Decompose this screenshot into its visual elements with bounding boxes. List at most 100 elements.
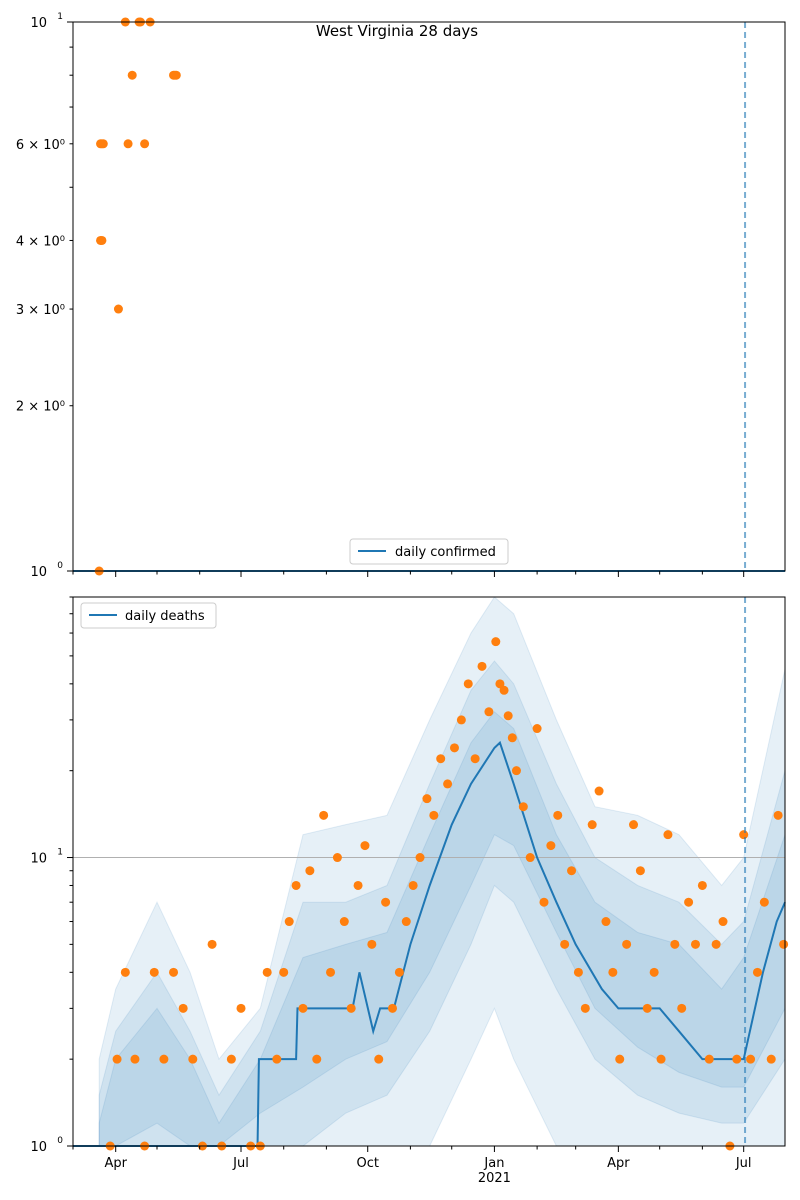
deaths-point	[746, 1054, 756, 1064]
deaths-point	[553, 810, 563, 820]
deaths-point	[656, 1054, 666, 1064]
deaths-point	[642, 1003, 652, 1013]
deaths-point	[339, 917, 349, 927]
top-y-tick-label: 10	[30, 16, 47, 31]
bottom-axes-frame	[72, 596, 786, 1147]
chart-title: West Virginia 28 days	[316, 22, 478, 40]
deaths-point	[272, 1054, 282, 1064]
deaths-point	[697, 880, 707, 890]
deaths-point	[112, 1054, 122, 1064]
deaths-point	[305, 866, 315, 876]
deaths-point	[495, 679, 505, 689]
deaths-point	[684, 897, 694, 907]
bottom-legend-box	[80, 602, 217, 629]
deaths-point	[360, 841, 370, 851]
bottom-y-tick-exponent: 1	[57, 848, 63, 858]
deaths-point	[120, 967, 130, 977]
bottom-legend: daily deaths	[80, 602, 217, 629]
deaths-point	[491, 637, 501, 647]
deaths-point	[381, 897, 391, 907]
bottom-plot-area	[73, 596, 789, 1151]
deaths-point	[279, 967, 289, 977]
confirmed-point	[127, 70, 137, 80]
deaths-point	[629, 820, 639, 830]
deaths-point	[718, 917, 728, 927]
deaths-point	[507, 733, 517, 743]
deaths-point	[449, 743, 459, 753]
deaths-point	[326, 967, 336, 977]
deaths-point	[353, 880, 363, 890]
deaths-point	[511, 766, 521, 776]
confirmed-point	[97, 235, 107, 245]
deaths-point	[752, 967, 762, 977]
deaths-point	[704, 1054, 714, 1064]
deaths-point	[739, 830, 749, 840]
deaths-point	[484, 707, 494, 717]
confirmed-point	[171, 70, 181, 80]
top-x-axis	[72, 571, 745, 577]
deaths-point	[312, 1054, 322, 1064]
deaths-point	[188, 1054, 198, 1064]
top-y-tick-exponent: 0	[57, 561, 63, 571]
deaths-point	[374, 1054, 384, 1064]
deaths-point	[388, 1003, 398, 1013]
deaths-point	[415, 853, 425, 863]
deaths-point	[663, 830, 673, 840]
deaths-point	[732, 1054, 742, 1064]
deaths-point	[649, 967, 659, 977]
deaths-point	[677, 1003, 687, 1013]
deaths-point	[503, 711, 513, 721]
deaths-point	[567, 866, 577, 876]
bottom-x-tick-label: Jan	[483, 1156, 504, 1171]
bottom-x-tick-label: Oct	[356, 1156, 378, 1171]
bottom-x-tick-label: Apr	[104, 1156, 127, 1171]
deaths-point	[518, 802, 528, 812]
top-y-axis: 10 0 10 1 2 × 10⁰ 3 × 10⁰ 4 × 10⁰ 6 × 10⁰	[16, 12, 73, 580]
deaths-point	[159, 1054, 169, 1064]
deaths-point	[436, 754, 446, 764]
bottom-x-tick-label: Jul	[735, 1156, 752, 1171]
deaths-point	[587, 820, 597, 830]
deaths-point	[408, 880, 418, 890]
top-plot-area	[73, 17, 785, 576]
confirmed-point	[140, 139, 150, 149]
deaths-point	[560, 939, 570, 949]
bottom-x-tick-label: Jul	[232, 1156, 249, 1171]
deaths-point	[615, 1054, 625, 1064]
deaths-point	[525, 853, 535, 863]
deaths-point	[499, 685, 509, 695]
top-y-minor-label: 6 × 10⁰	[16, 138, 65, 153]
deaths-point	[773, 810, 783, 820]
bottom-legend-label: daily deaths	[125, 609, 205, 624]
bottom-x-tick-sublabel: 2021	[478, 1171, 511, 1186]
deaths-point	[298, 1003, 308, 1013]
deaths-point	[711, 939, 721, 949]
deaths-point	[539, 897, 549, 907]
deaths-point	[178, 1003, 188, 1013]
top-legend: daily confirmed	[349, 538, 509, 565]
deaths-point	[573, 967, 583, 977]
deaths-point	[635, 866, 645, 876]
top-y-minor-label: 3 × 10⁰	[16, 303, 65, 318]
top-y-tick-label: 10	[30, 565, 47, 580]
deaths-point	[456, 715, 466, 725]
deaths-point	[130, 1054, 140, 1064]
deaths-point	[594, 786, 604, 796]
deaths-point	[429, 810, 439, 820]
confirmed-point	[98, 139, 108, 149]
bottom-y-tick-exponent: 0	[57, 1136, 63, 1146]
confirmed-point	[113, 304, 123, 314]
deaths-point	[779, 939, 789, 949]
deaths-point	[463, 679, 473, 689]
top-y-tick-exponent: 1	[57, 12, 63, 22]
deaths-point	[149, 967, 159, 977]
deaths-point	[319, 810, 329, 820]
deaths-point	[367, 939, 377, 949]
deaths-point	[226, 1054, 236, 1064]
deaths-point	[284, 917, 294, 927]
confirmed-point	[123, 139, 133, 149]
deaths-point	[670, 939, 680, 949]
